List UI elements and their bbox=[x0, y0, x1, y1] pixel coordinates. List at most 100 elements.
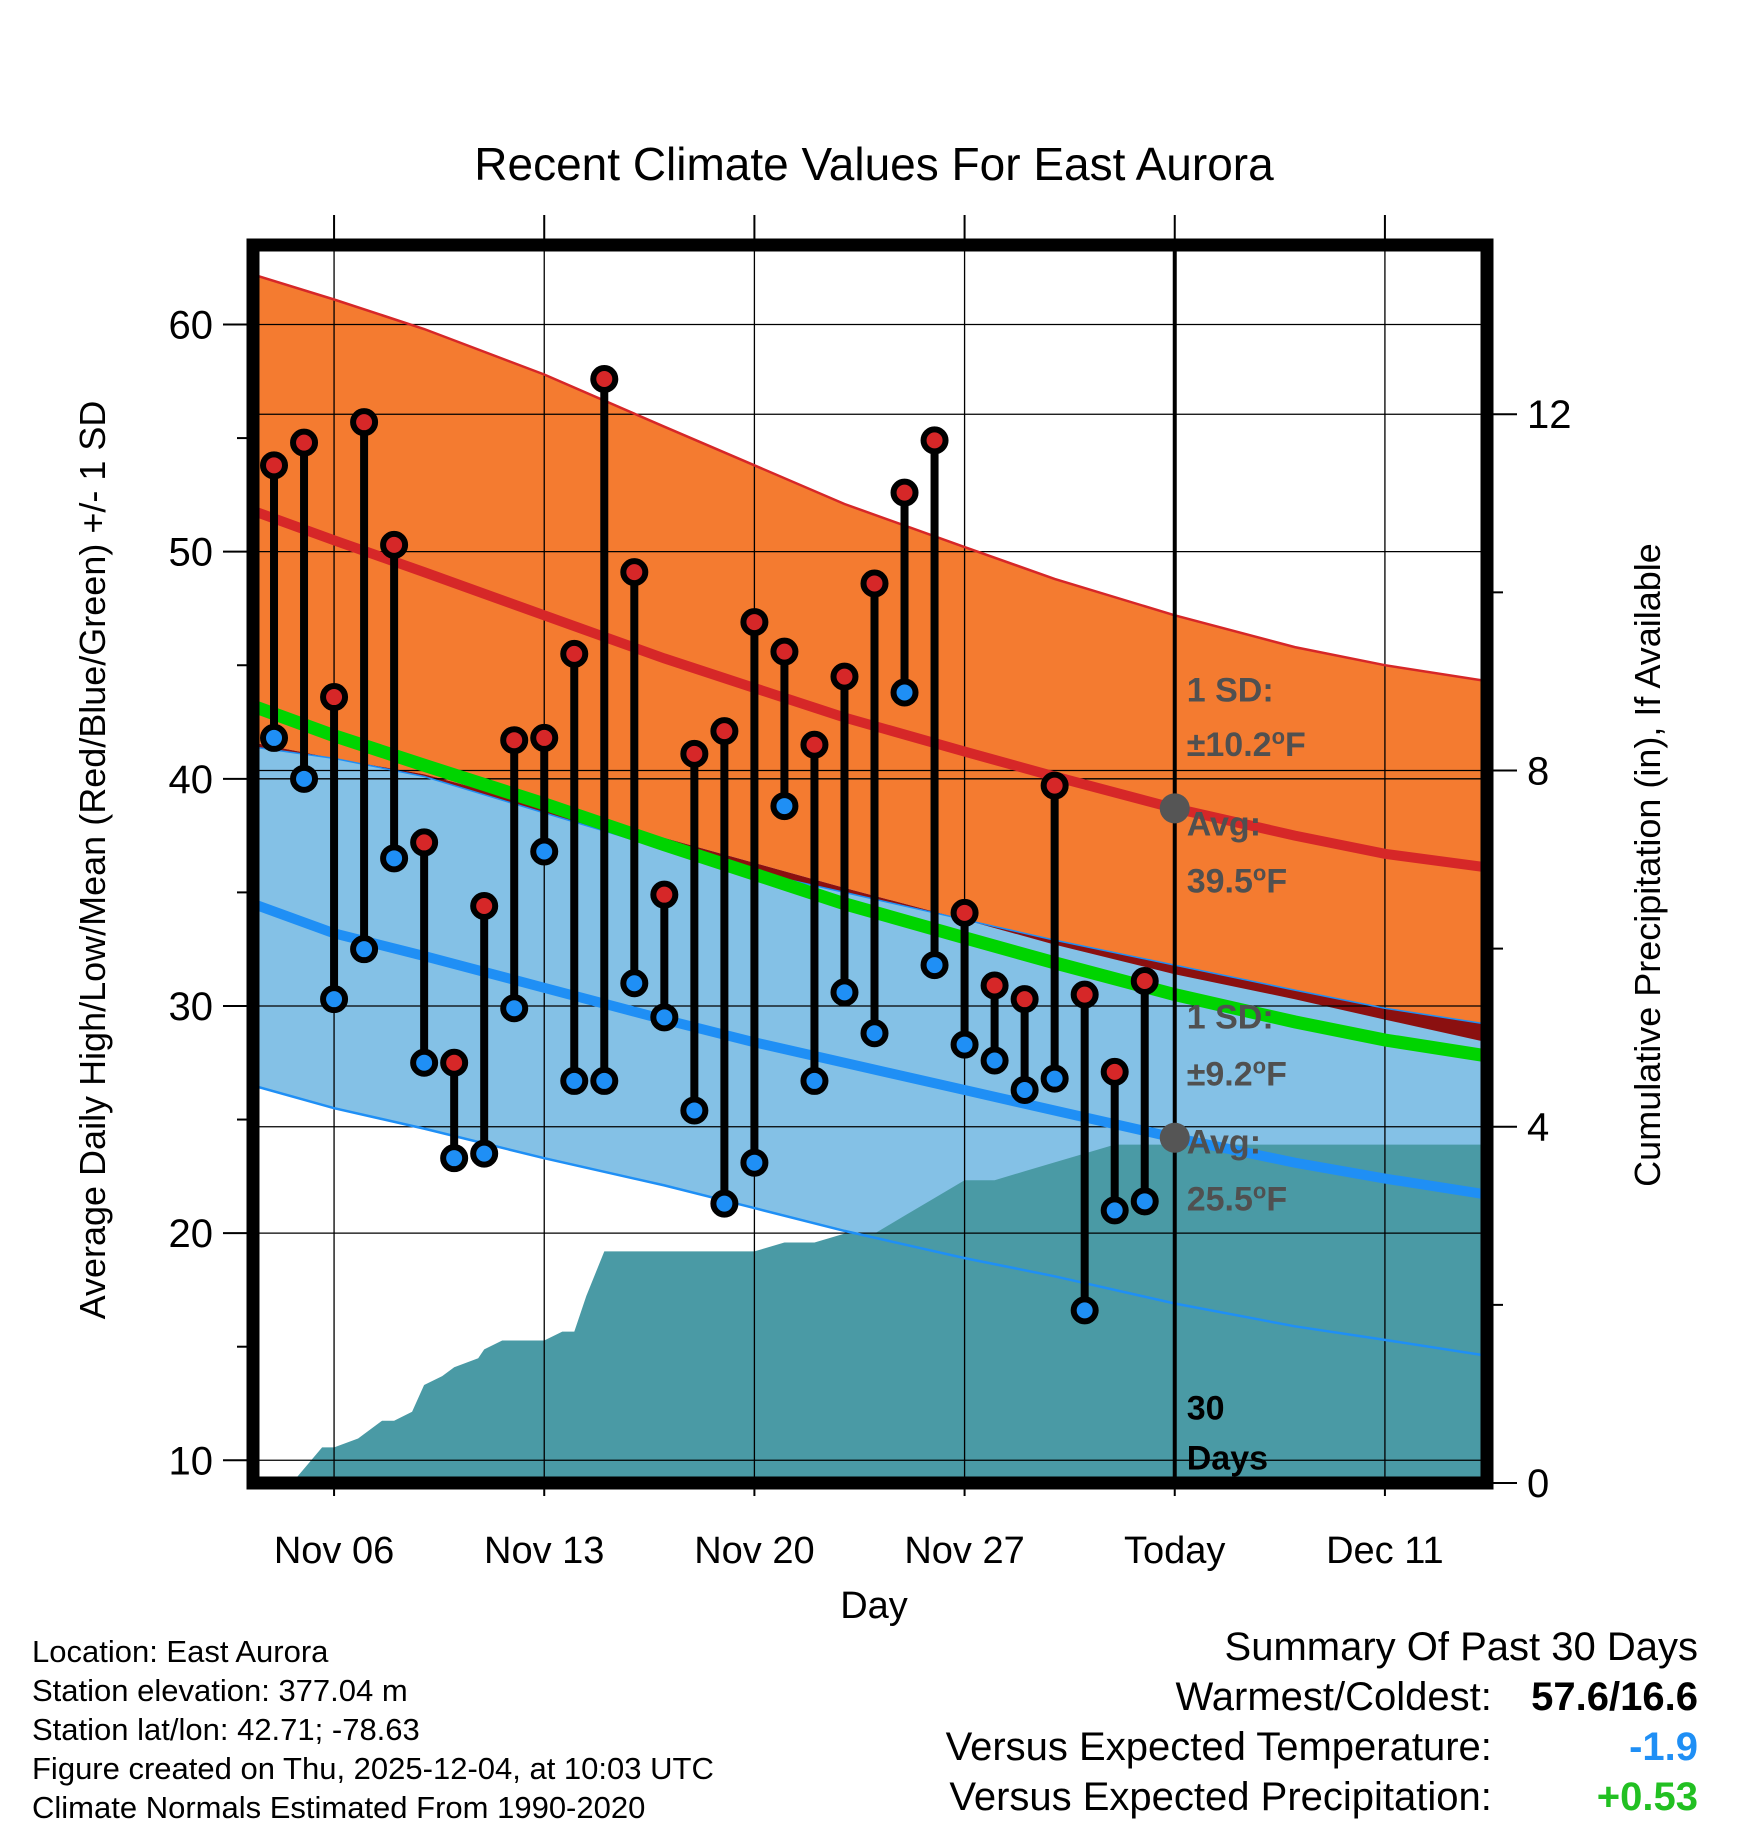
daily-high-marker bbox=[830, 662, 859, 691]
y-tick-label: 30 bbox=[169, 985, 214, 1029]
daily-high-marker bbox=[860, 569, 889, 598]
daily-low-marker bbox=[530, 837, 559, 866]
daily-low-marker bbox=[620, 969, 649, 998]
daily-high-marker bbox=[710, 717, 739, 746]
plot-area bbox=[253, 245, 1487, 1483]
daily-low-marker bbox=[290, 764, 319, 793]
low-sd-label: 1 SD: bbox=[1187, 999, 1274, 1037]
y2-tick-label: 0 bbox=[1527, 1462, 1549, 1506]
daily-low-marker bbox=[320, 985, 349, 1014]
x-tick-label: Nov 13 bbox=[484, 1530, 604, 1572]
elevation-text: Station elevation: 377.04 m bbox=[32, 1673, 408, 1708]
daily-low-marker bbox=[380, 844, 409, 873]
chart-title: Recent Climate Values For East Aurora bbox=[474, 138, 1274, 190]
summary-panel: Summary Of Past 30 Days Warmest/Coldest:… bbox=[946, 1622, 1698, 1822]
daily-low-marker bbox=[500, 994, 529, 1023]
daily-low-marker bbox=[1070, 1296, 1099, 1325]
daily-high-marker bbox=[770, 637, 799, 666]
y2-tick-label: 12 bbox=[1527, 393, 1572, 437]
summary-temp-row: Versus Expected Temperature: -1.9 bbox=[946, 1722, 1698, 1772]
daily-high-marker bbox=[1010, 985, 1039, 1014]
location-text: Location: East Aurora bbox=[32, 1634, 329, 1669]
daily-high-marker bbox=[1130, 966, 1159, 995]
daily-high-marker bbox=[650, 880, 679, 909]
daily-high-marker bbox=[290, 428, 319, 457]
daily-low-marker bbox=[950, 1030, 979, 1059]
daily-high-marker bbox=[800, 730, 829, 759]
daily-low-marker bbox=[770, 792, 799, 821]
summary-title: Summary Of Past 30 Days bbox=[1224, 1625, 1698, 1669]
daily-high-marker bbox=[410, 828, 439, 857]
daily-low-marker bbox=[560, 1066, 589, 1095]
station-info: Location: East Aurora Station elevation:… bbox=[32, 1632, 714, 1827]
daily-high-marker bbox=[890, 478, 919, 507]
daily-high-marker bbox=[680, 739, 709, 768]
x-tick-label: Dec 11 bbox=[1326, 1530, 1444, 1572]
daily-high-marker bbox=[440, 1048, 469, 1077]
daily-low-marker bbox=[800, 1066, 829, 1095]
daily-low-marker bbox=[830, 978, 859, 1007]
daily-low-marker bbox=[590, 1066, 619, 1095]
summary-warmest-row: Warmest/Coldest: 57.6/16.6 bbox=[946, 1672, 1699, 1722]
daily-low-marker bbox=[470, 1139, 499, 1168]
daily-high-marker bbox=[1070, 980, 1099, 1009]
high-sd-value: ±10.2oF bbox=[1187, 724, 1306, 765]
y2-tick-label: 4 bbox=[1527, 1106, 1549, 1150]
precip-label: Versus Expected Precipitation: bbox=[949, 1775, 1492, 1819]
daily-high-marker bbox=[470, 892, 499, 921]
daily-high-marker bbox=[500, 726, 529, 755]
precipitation-area bbox=[274, 1144, 1487, 1483]
daily-high-marker bbox=[1100, 1057, 1129, 1086]
low-avg-label: Avg: bbox=[1187, 1124, 1261, 1162]
daily-low-marker bbox=[1130, 1187, 1159, 1216]
daily-high-marker bbox=[380, 530, 409, 559]
low-lower-line bbox=[253, 1084, 1487, 1358]
plot-frame bbox=[246, 238, 1494, 1490]
daily-high-marker bbox=[620, 558, 649, 587]
warmest-label: Warmest/Coldest: bbox=[1175, 1675, 1492, 1719]
temp-value: -1.9 bbox=[1629, 1725, 1698, 1769]
daily-low-marker bbox=[740, 1148, 769, 1177]
daily-high-marker bbox=[1040, 771, 1069, 800]
y-tick-label: 50 bbox=[169, 531, 214, 575]
daily-low-marker bbox=[650, 1003, 679, 1032]
latlon-text: Station lat/lon: 42.71; -78.63 bbox=[32, 1712, 420, 1747]
daily-high-marker bbox=[320, 683, 349, 712]
summary-precip-row: Versus Expected Precipitation: +0.53 bbox=[946, 1772, 1698, 1822]
today-low-avg-marker bbox=[1159, 1122, 1190, 1153]
y-tick-label: 60 bbox=[169, 304, 214, 348]
high-sd-label: 1 SD: bbox=[1187, 672, 1274, 710]
daily-low-marker bbox=[1100, 1196, 1129, 1225]
daily-low-marker bbox=[680, 1096, 709, 1125]
y-tick-label: 40 bbox=[169, 758, 214, 802]
low-sd-value: ±9.2oF bbox=[1187, 1053, 1287, 1094]
normals-text: Climate Normals Estimated From 1990-2020 bbox=[32, 1790, 646, 1825]
daily-high-marker bbox=[530, 723, 559, 752]
temp-label: Versus Expected Temperature: bbox=[945, 1725, 1492, 1769]
x-axis-label: Day bbox=[840, 1585, 908, 1627]
x-tick-label: Today bbox=[1124, 1530, 1225, 1572]
y-tick-label: 10 bbox=[169, 1439, 214, 1483]
high-sd-band bbox=[253, 274, 1487, 1043]
today-high-avg-marker bbox=[1159, 793, 1190, 824]
daily-high-marker bbox=[350, 408, 379, 437]
daily-high-marker bbox=[950, 898, 979, 927]
daily-low-marker bbox=[410, 1048, 439, 1077]
warmest-value: 57.6/16.6 bbox=[1531, 1675, 1698, 1719]
daily-low-marker bbox=[440, 1144, 469, 1173]
climate-chart: Recent Climate Values For East Aurora 1 … bbox=[72, 138, 1668, 1627]
daily-high-marker bbox=[590, 365, 619, 394]
daily-low-marker bbox=[920, 951, 949, 980]
x-tick-label: Nov 27 bbox=[904, 1530, 1024, 1572]
daily-low-marker bbox=[860, 1019, 889, 1048]
y2-tick-label: 8 bbox=[1527, 749, 1549, 793]
high-avg-label: Avg: bbox=[1187, 806, 1261, 844]
daily-low-marker bbox=[350, 935, 379, 964]
high-upper-line bbox=[253, 273, 1487, 683]
daily-high-marker bbox=[980, 971, 1009, 1000]
daily-low-marker bbox=[890, 678, 919, 707]
daily-low-marker bbox=[1040, 1064, 1069, 1093]
daily-low-marker bbox=[260, 723, 289, 752]
daily-low-marker bbox=[1010, 1076, 1039, 1105]
x-tick-label: Nov 20 bbox=[694, 1530, 814, 1572]
